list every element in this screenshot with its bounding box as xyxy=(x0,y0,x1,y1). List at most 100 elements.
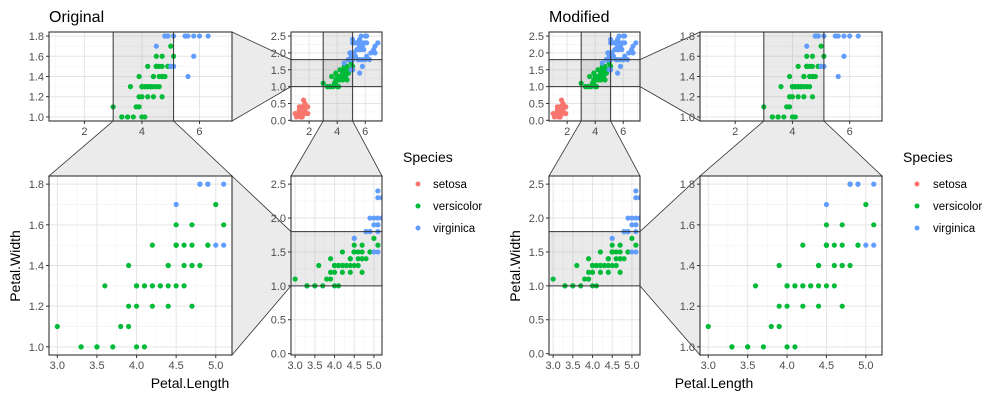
point-versicolor xyxy=(347,262,353,269)
point-versicolor xyxy=(602,77,608,83)
point-versicolor xyxy=(359,269,365,275)
point-versicolor xyxy=(292,276,298,282)
figure-modified: Modified Petal.Length Petal.Width 2 4 6 0.0… xyxy=(507,9,884,391)
point-virginica xyxy=(354,40,360,46)
y-tick-label: 1.0 xyxy=(680,112,695,124)
points xyxy=(550,188,640,289)
point-versicolor xyxy=(839,303,845,309)
x-tick-label: 4 xyxy=(334,126,340,138)
x-tick-label: 3.5 xyxy=(89,360,104,372)
y-tick-label: 1.0 xyxy=(271,281,286,293)
points xyxy=(54,181,227,350)
y-tick-label: 1.0 xyxy=(680,342,695,354)
point-versicolor xyxy=(165,303,171,309)
point-versicolor xyxy=(339,262,346,269)
point-versicolor xyxy=(124,114,131,120)
point-versicolor xyxy=(339,269,346,275)
point-versicolor xyxy=(94,344,100,350)
point-versicolor xyxy=(316,262,322,269)
point-versicolor xyxy=(355,249,361,255)
panel-border xyxy=(548,175,641,356)
point-versicolor xyxy=(781,114,787,120)
y-tick-label: 0.5 xyxy=(271,98,286,110)
plot-title-modified: Modified xyxy=(549,9,609,26)
y-tick-label: 1.6 xyxy=(680,220,695,232)
points xyxy=(110,33,211,120)
point-versicolor xyxy=(126,262,132,269)
point-versicolor xyxy=(795,94,801,100)
point-versicolor xyxy=(792,344,798,350)
point-virginica xyxy=(358,33,364,39)
point-versicolor xyxy=(839,262,845,269)
point-virginica xyxy=(375,215,381,221)
x-tick-label: 3.0 xyxy=(50,360,65,372)
point-virginica xyxy=(182,33,188,39)
point-virginica xyxy=(626,50,632,56)
y-tick-label: 1.8 xyxy=(680,179,695,191)
point-virginica xyxy=(633,249,639,255)
point-versicolor xyxy=(78,344,84,350)
point-versicolor xyxy=(605,262,611,269)
point-versicolor xyxy=(327,276,334,282)
point-versicolor xyxy=(613,256,619,262)
y-tick-label: 1.0 xyxy=(29,342,44,354)
point-versicolor xyxy=(855,242,861,248)
point-versicolor xyxy=(324,276,330,282)
point-virginica xyxy=(616,33,622,39)
point-versicolor xyxy=(801,73,807,80)
y-tick-label: 1.2 xyxy=(29,92,44,104)
point-versicolor xyxy=(594,73,600,80)
y-tick-label: 1.4 xyxy=(680,261,695,273)
x-tick-label: 5.0 xyxy=(208,360,223,372)
point-versicolor xyxy=(808,283,814,289)
point-versicolor xyxy=(786,73,793,80)
point-versicolor xyxy=(823,283,830,289)
point-versicolor xyxy=(831,262,837,269)
y-tick-label: 1.2 xyxy=(680,92,695,104)
point-virginica xyxy=(375,222,381,228)
point-versicolor xyxy=(776,323,782,330)
x-tick-label: 6 xyxy=(196,126,202,138)
point-versicolor xyxy=(173,242,179,248)
point-versicolor xyxy=(585,276,592,282)
x-tick-label: 6 xyxy=(620,126,626,138)
point-versicolor xyxy=(197,262,203,269)
point-versicolor xyxy=(605,256,611,262)
x-tick-label: 4.0 xyxy=(779,360,794,372)
point-versicolor xyxy=(363,256,369,262)
y-tick-label: 1.0 xyxy=(529,281,544,293)
point-setosa xyxy=(563,110,569,117)
point-setosa xyxy=(305,110,311,117)
point-versicolor xyxy=(613,249,619,255)
x-tick-label: 4.0 xyxy=(129,360,144,372)
point-setosa xyxy=(305,104,311,110)
point-versicolor xyxy=(633,242,639,248)
point-versicolor xyxy=(574,262,580,269)
legend-original: Species setosa versicolor virginica xyxy=(403,149,482,235)
point-virginica xyxy=(153,43,159,49)
point-versicolor xyxy=(800,283,806,289)
point-versicolor xyxy=(359,242,365,248)
point-virginica xyxy=(357,70,363,76)
panel-overview: 2 4 6 0.0 0.5 1.0 1.5 2.0 2.5 xyxy=(271,31,383,138)
point-versicolor xyxy=(815,303,822,309)
point-versicolor xyxy=(327,269,334,275)
point-versicolor xyxy=(609,242,615,248)
point-versicolor xyxy=(617,249,623,255)
point-versicolor xyxy=(367,249,373,255)
point-versicolor xyxy=(589,262,596,269)
point-versicolor xyxy=(347,256,353,262)
point-virginica xyxy=(185,73,191,80)
point-virginica xyxy=(367,215,373,221)
point-versicolor xyxy=(625,249,631,255)
point-virginica xyxy=(379,215,382,221)
point-versicolor xyxy=(181,262,187,269)
point-versicolor xyxy=(343,262,349,269)
point-versicolor xyxy=(126,323,132,330)
point-versicolor xyxy=(775,114,781,120)
point-versicolor xyxy=(347,269,353,275)
point-versicolor xyxy=(807,84,813,90)
x-tick-label: 4.5 xyxy=(605,360,620,372)
point-virginica xyxy=(619,40,625,46)
y-tick-label: 1.8 xyxy=(680,31,695,43)
